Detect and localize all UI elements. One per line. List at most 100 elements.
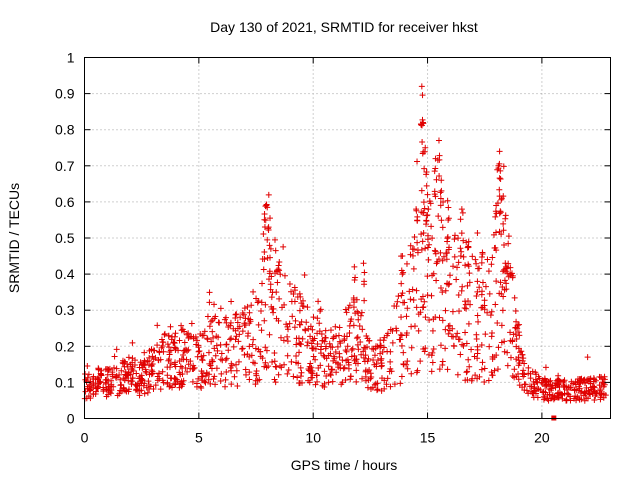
y-tick-label: 0.1	[55, 374, 75, 390]
data-point	[421, 298, 428, 305]
x-axis-label: GPS time / hours	[291, 457, 398, 473]
data-point	[539, 389, 546, 396]
data-point	[451, 232, 458, 239]
data-point	[331, 355, 338, 362]
data-point	[432, 193, 439, 200]
data-point	[185, 361, 192, 368]
data-point	[327, 343, 334, 350]
data-point	[188, 320, 195, 327]
data-point	[377, 350, 384, 357]
data-point	[418, 187, 425, 194]
data-point	[90, 391, 97, 398]
data-point	[479, 279, 486, 286]
data-point	[148, 346, 155, 353]
data-point	[118, 367, 125, 374]
data-point	[473, 331, 480, 338]
data-point	[507, 329, 514, 336]
data-point	[164, 341, 171, 348]
data-point	[424, 292, 431, 299]
data-point	[241, 305, 248, 312]
data-point	[425, 244, 432, 251]
data-point	[399, 299, 406, 306]
data-point	[245, 330, 252, 337]
data-point	[269, 306, 276, 313]
data-point	[339, 357, 346, 364]
data-point	[583, 388, 590, 395]
data-point	[181, 339, 188, 346]
data-point	[209, 328, 216, 335]
data-point	[488, 261, 495, 268]
plot-frame	[84, 57, 611, 419]
y-tick-label: 0.8	[55, 122, 75, 138]
data-point	[155, 370, 162, 377]
data-point	[498, 322, 505, 329]
data-point	[586, 390, 593, 397]
data-point	[174, 378, 181, 385]
data-point	[288, 358, 295, 365]
data-point	[222, 356, 229, 363]
data-point	[209, 317, 216, 324]
data-point	[140, 382, 147, 389]
data-point	[314, 315, 321, 322]
data-point	[426, 316, 433, 323]
data-point	[443, 256, 450, 263]
data-point	[520, 367, 527, 374]
data-point	[485, 268, 492, 275]
data-point	[313, 372, 320, 379]
data-point	[502, 212, 509, 219]
data-point	[494, 320, 501, 327]
data-point	[437, 285, 444, 292]
data-point	[494, 200, 501, 207]
data-point	[384, 375, 391, 382]
data-point	[262, 344, 269, 351]
data-point	[481, 378, 488, 385]
data-point	[457, 216, 464, 223]
data-point	[277, 271, 284, 278]
data-point	[160, 379, 167, 386]
data-point	[445, 216, 452, 223]
data-point	[371, 352, 378, 359]
data-point	[493, 278, 500, 285]
data-point	[286, 281, 293, 288]
data-point	[284, 323, 291, 330]
data-point	[482, 331, 489, 338]
data-point	[145, 378, 152, 385]
y-tick-label: 0	[67, 411, 75, 427]
data-point	[505, 233, 512, 240]
data-point	[421, 148, 428, 155]
data-point	[497, 175, 504, 182]
data-point	[545, 378, 552, 385]
data-point	[246, 320, 253, 327]
data-point	[227, 322, 234, 329]
data-point	[444, 366, 451, 373]
data-point	[304, 304, 311, 311]
data-point	[436, 366, 443, 373]
data-point	[404, 305, 411, 312]
data-point	[476, 284, 483, 291]
data-point	[266, 242, 273, 249]
data-point	[182, 365, 189, 372]
data-point	[384, 330, 391, 337]
data-point	[225, 347, 232, 354]
data-point	[150, 386, 157, 393]
data-point	[413, 207, 420, 214]
data-point	[154, 342, 161, 349]
data-point	[365, 377, 372, 384]
data-points	[81, 83, 609, 421]
data-point	[117, 382, 124, 389]
y-tick-label: 0.3	[55, 302, 75, 318]
x-tick-label: 5	[195, 430, 203, 446]
data-point	[276, 259, 283, 266]
data-point	[451, 253, 458, 260]
data-point	[198, 373, 205, 380]
data-point	[176, 369, 183, 376]
data-point	[214, 347, 221, 354]
data-point	[439, 257, 446, 264]
data-point	[519, 370, 526, 377]
data-point	[465, 243, 472, 250]
data-point	[395, 293, 402, 300]
data-point	[398, 292, 405, 299]
data-point	[270, 309, 277, 316]
data-point	[423, 218, 430, 225]
data-point	[236, 331, 243, 338]
